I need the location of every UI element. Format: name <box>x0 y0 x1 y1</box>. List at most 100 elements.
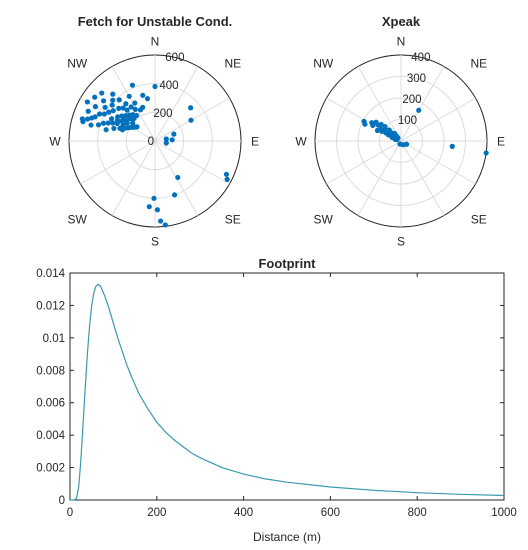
x-tick-label: 200 <box>147 507 166 519</box>
data-point <box>119 113 125 119</box>
data-point <box>116 97 122 103</box>
compass-label-nw: NW <box>67 57 88 71</box>
data-point <box>157 218 164 224</box>
data-point <box>88 122 94 128</box>
line-chart-footprint: Footprint Distance (m) 0 0.002 0.004 0.006 0… <box>36 256 517 544</box>
grid-spoke <box>357 140 402 216</box>
data-point <box>416 107 422 113</box>
data-point <box>449 143 455 149</box>
chart-title: Footprint <box>258 256 316 271</box>
compass-label-sw: SW <box>314 212 334 226</box>
data-point <box>140 104 146 110</box>
grid-spoke <box>326 140 402 185</box>
x-tick-label: 800 <box>408 507 427 519</box>
radial-tick-label: 100 <box>398 115 417 127</box>
y-tick-label: 0.01 <box>43 333 65 345</box>
data-point <box>224 176 230 182</box>
radial-tick-label: 0 <box>148 136 154 148</box>
radial-tick-label: 600 <box>165 52 184 64</box>
data-point <box>483 150 489 156</box>
grid-spoke <box>154 66 199 142</box>
data-point <box>171 131 177 137</box>
data-point <box>79 116 85 122</box>
polar-chart-fetch: Fetch for Unstable Cond. N NE E SE S SW W NW 0 20… <box>49 14 259 249</box>
compass-label-ne: NE <box>224 57 241 71</box>
data-point <box>106 109 112 115</box>
data-point <box>378 121 384 128</box>
grid-spoke <box>400 97 476 142</box>
data-point <box>111 125 117 132</box>
series-line <box>70 283 505 501</box>
data-point <box>102 104 108 110</box>
data-point <box>92 114 98 120</box>
y-tick-label: 0.012 <box>36 300 65 312</box>
data-point <box>108 116 115 122</box>
data-point <box>123 101 129 107</box>
radial-tick-label: 200 <box>402 94 421 106</box>
grid-spoke <box>111 140 156 216</box>
data-point <box>103 127 109 133</box>
data-point <box>140 92 146 98</box>
data-point <box>110 91 116 97</box>
data-point <box>172 192 178 198</box>
grid-spoke <box>400 140 476 185</box>
data-point <box>152 83 158 90</box>
data-point <box>126 93 132 99</box>
data-point <box>395 135 401 141</box>
data-point <box>124 107 130 113</box>
compass-label-ne: NE <box>470 57 487 71</box>
compass-label-se: SE <box>225 212 241 226</box>
data-point <box>92 104 99 110</box>
grid-spoke <box>154 140 230 185</box>
radial-tick-label: 200 <box>153 108 172 120</box>
data-point <box>101 98 107 104</box>
compass-label-s: S <box>151 235 159 249</box>
polar-chart-xpeak: Xpeak N NE E SE S SW W NW 100 200 300 400 <box>295 14 505 249</box>
compass-label-e: E <box>497 135 505 149</box>
data-point <box>379 128 385 134</box>
grid-spoke <box>400 66 445 142</box>
compass-label-n: N <box>151 35 160 49</box>
data-point <box>151 195 157 201</box>
radial-tick-label: 300 <box>407 73 426 85</box>
grid-spoke <box>400 140 445 216</box>
data-point <box>128 104 134 110</box>
compass-label-s: S <box>397 235 405 249</box>
plot-area <box>69 272 505 501</box>
grid-spoke <box>357 66 402 142</box>
data-point <box>175 174 181 181</box>
data-point <box>120 105 126 111</box>
data-point <box>188 117 194 123</box>
data-point <box>154 207 161 213</box>
data-point <box>119 127 126 133</box>
data-point <box>373 119 379 125</box>
data-point <box>99 90 105 96</box>
compass-label-nw: NW <box>313 57 334 71</box>
compass-label-e: E <box>251 135 259 149</box>
data-point <box>84 99 90 105</box>
compass-label-w: W <box>49 135 61 149</box>
data-point <box>133 112 140 119</box>
compass-label-se: SE <box>471 212 487 226</box>
chart-title: Fetch for Unstable Cond. <box>78 14 233 29</box>
x-tick-label: 1000 <box>491 507 517 519</box>
data-point <box>223 171 230 177</box>
data-point <box>101 111 107 117</box>
data-point <box>109 102 115 108</box>
data-point <box>370 122 376 128</box>
data-point <box>163 140 169 146</box>
data-point <box>105 120 111 126</box>
data-point <box>110 120 116 126</box>
grid-spoke <box>80 140 156 185</box>
y-tick-label: 0.014 <box>36 268 65 280</box>
x-tick-label: 0 <box>67 507 73 519</box>
data-point <box>361 118 367 124</box>
data-point <box>100 120 107 126</box>
x-axis-label: Distance (m) <box>253 530 321 544</box>
data-point <box>129 82 136 88</box>
data-point <box>92 94 98 100</box>
x-tick-label: 600 <box>321 507 340 519</box>
data-point <box>144 96 151 102</box>
compass-label-sw: SW <box>68 212 88 226</box>
data-point <box>85 108 91 114</box>
